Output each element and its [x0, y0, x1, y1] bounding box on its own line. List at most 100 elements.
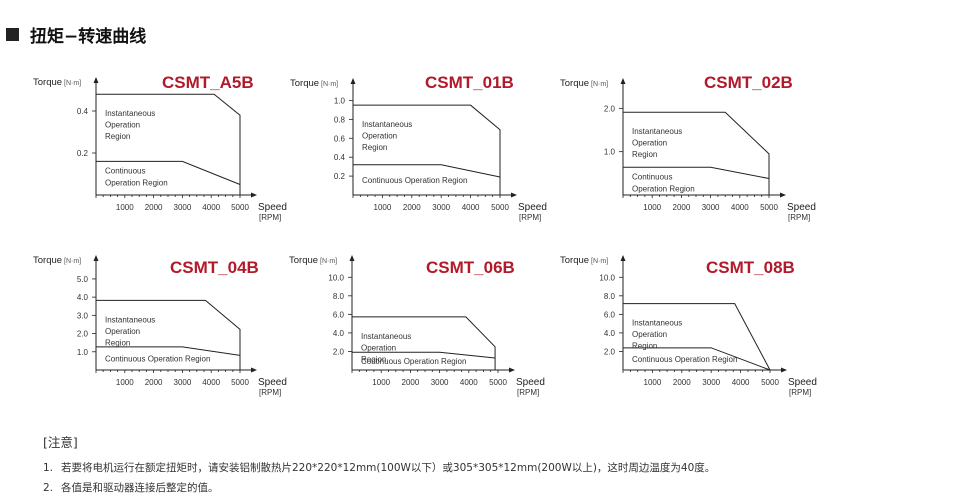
y-tick-label: 2.0: [604, 104, 616, 113]
instantaneous-region-label: Instantaneous: [361, 332, 411, 341]
instantaneous-region-label: Region: [361, 355, 386, 364]
y-tick-label: 1.0: [77, 348, 89, 357]
y-tick-label: 6.0: [604, 310, 616, 319]
x-tick-label: 2000: [402, 378, 420, 387]
x-tick-label: 3000: [702, 378, 720, 387]
instantaneous-region-label: Operation: [361, 343, 396, 352]
y-axis-arrow-icon: [93, 77, 99, 83]
x-tick-label: 4000: [462, 203, 480, 212]
y-tick-label: 0.4: [77, 107, 89, 116]
x-axis-arrow-icon: [509, 367, 515, 373]
continuous-region-label: Continuous: [105, 166, 145, 175]
continuous-region-curve: [623, 347, 771, 371]
y-axis-label: Torque [N·m]: [33, 255, 81, 266]
x-axis-label: Speed: [518, 202, 547, 213]
y-tick-label: 0.2: [77, 149, 89, 158]
section-title: 扭矩−转速曲线: [6, 22, 146, 47]
x-tick-label: 2000: [145, 203, 163, 212]
y-tick-label: 0.4: [334, 153, 346, 162]
instantaneous-region-label: Operation: [632, 330, 667, 339]
y-tick-label: 8.0: [604, 292, 616, 301]
y-tick-label: 5.0: [77, 275, 89, 284]
y-axis-arrow-icon: [350, 78, 356, 84]
y-tick-label: 4.0: [604, 329, 616, 338]
x-axis-unit: [RPM]: [519, 213, 541, 222]
chart-panel-csmt-a5b: CSMT_A5B Torque [N·m] 1000 2000 3000 4000 5000…: [33, 73, 287, 222]
y-tick-label: 0.8: [334, 115, 346, 124]
continuous-region-label: Operation Region: [105, 178, 168, 187]
x-tick-label: 1000: [116, 378, 134, 387]
continuous-region-label: Continuous Operation Region: [362, 176, 467, 185]
y-axis-arrow-icon: [349, 255, 355, 261]
x-tick-label: 2000: [673, 203, 691, 212]
continuous-region-label: Operation Region: [632, 184, 695, 193]
instantaneous-region-label: Region: [632, 150, 657, 159]
x-tick-label: 5000: [231, 203, 249, 212]
x-tick-label: 2000: [403, 203, 421, 212]
instantaneous-region-label: Region: [105, 338, 130, 347]
y-axis-label: Torque [N·m]: [560, 255, 608, 266]
continuous-region-curve: [623, 166, 770, 180]
continuous-region-curve: [352, 351, 496, 359]
continuous-region-curve: [96, 346, 241, 356]
y-tick-label: 1.0: [604, 148, 616, 157]
x-tick-label: 5000: [761, 378, 779, 387]
y-tick-label: 10.0: [328, 273, 344, 282]
y-tick-label: 10.0: [599, 273, 615, 282]
x-axis-label: Speed: [258, 202, 287, 213]
notes-header: [注意]: [43, 435, 78, 450]
x-tick-label: 2000: [145, 378, 163, 387]
continuous-region-curve: [353, 164, 501, 178]
y-tick-label: 2.0: [604, 347, 616, 356]
y-axis-label: Torque [N·m]: [289, 255, 337, 266]
x-tick-label: 4000: [732, 378, 750, 387]
instantaneous-region-curve: [623, 111, 770, 195]
instantaneous-region-label: Operation: [105, 121, 140, 130]
x-tick-label: 5000: [491, 203, 509, 212]
note-number: 2.: [43, 482, 54, 494]
x-tick-label: 3000: [432, 203, 450, 212]
x-axis-unit: [RPM]: [259, 213, 281, 222]
x-axis-arrow-icon: [251, 192, 257, 198]
y-tick-label: 4.0: [333, 329, 345, 338]
chart-panel-csmt-04b: CSMT_04B Torque [N·m] 1000 2000 3000 4000 5000…: [33, 255, 287, 397]
y-axis-arrow-icon: [93, 255, 99, 261]
y-axis-arrow-icon: [620, 255, 626, 261]
square-bullet-icon: [6, 27, 19, 41]
instantaneous-region-label: Operation: [362, 132, 397, 141]
y-tick-label: 2.0: [77, 330, 89, 339]
x-tick-label: 2000: [673, 378, 691, 387]
instantaneous-region-label: Region: [105, 132, 130, 141]
y-tick-label: 1.0: [334, 96, 346, 105]
chart-title: CSMT_04B: [170, 258, 259, 277]
instantaneous-region-curve: [96, 93, 241, 195]
continuous-region-label: Continuous Operation Region: [361, 357, 466, 366]
x-axis-label: Speed: [516, 377, 545, 388]
x-axis-unit: [RPM]: [517, 388, 539, 397]
instantaneous-region-curve: [623, 303, 771, 371]
instantaneous-region-label: Operation: [105, 327, 140, 336]
continuous-region-curve: [96, 160, 241, 185]
y-tick-label: 3.0: [77, 311, 89, 320]
x-tick-label: 3000: [702, 203, 720, 212]
instantaneous-region-curve: [353, 104, 501, 195]
x-axis-label: Speed: [787, 202, 816, 213]
x-tick-label: 1000: [644, 378, 662, 387]
note-number: 1.: [43, 462, 54, 474]
chart-panel-csmt-01b: CSMT_01B Torque [N·m] 1000 2000 3000 4000 5000…: [290, 73, 547, 222]
x-tick-label: 1000: [374, 203, 392, 212]
chart-panel-csmt-02b: CSMT_02B Torque [N·m] 1000 2000 3000 4000 5000…: [560, 73, 816, 222]
y-tick-label: 8.0: [333, 292, 345, 301]
y-axis-label: Torque [N·m]: [33, 77, 81, 88]
y-tick-label: 2.0: [333, 347, 345, 356]
instantaneous-region-label: Operation: [632, 139, 667, 148]
x-tick-label: 5000: [489, 378, 507, 387]
x-tick-label: 5000: [760, 203, 778, 212]
y-tick-label: 6.0: [333, 310, 345, 319]
instantaneous-region-label: Instantaneous: [632, 127, 682, 136]
x-tick-label: 3000: [431, 378, 449, 387]
instantaneous-region-label: Region: [362, 143, 387, 152]
x-axis-arrow-icon: [511, 192, 517, 198]
chart-title: CSMT_02B: [704, 73, 793, 92]
